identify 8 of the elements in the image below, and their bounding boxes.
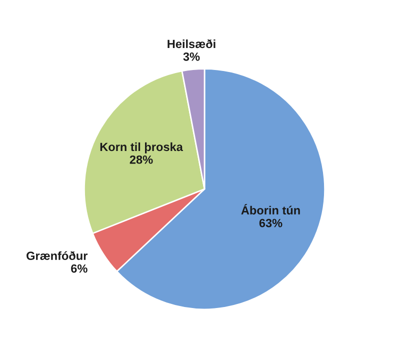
data-label: 63% bbox=[259, 218, 282, 228]
slice-label: Áborin tún bbox=[241, 204, 300, 215]
data-label: 28% bbox=[130, 155, 153, 164]
data-label: 3% bbox=[183, 52, 200, 61]
slice-label: Korn til þroska bbox=[100, 142, 183, 154]
slice-label: Grænfóður bbox=[26, 251, 88, 260]
data-label: 6% bbox=[71, 264, 88, 273]
slice-label: Heilsæði bbox=[168, 39, 216, 48]
